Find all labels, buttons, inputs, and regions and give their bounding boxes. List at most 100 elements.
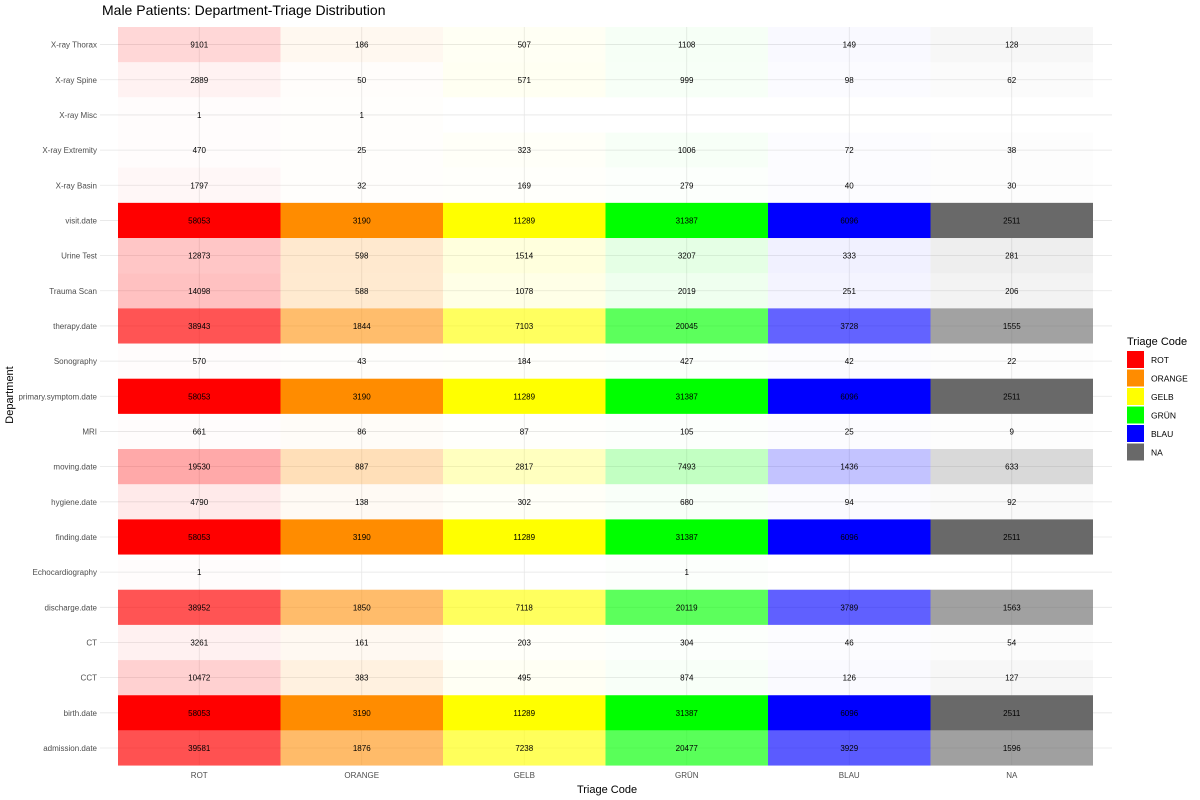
heatmap-cell: [605, 308, 768, 344]
cell-value-label: 9101: [190, 41, 208, 50]
y-axis-title: Department: [4, 366, 16, 423]
cell-value-label: 30: [1007, 181, 1016, 190]
cell-value-label: 94: [845, 498, 854, 507]
heatmap-cell: [280, 624, 443, 661]
cell-value-label: 6096: [840, 216, 858, 225]
cell-value-label: 2019: [678, 287, 696, 296]
heatmap-cell: [930, 378, 1093, 414]
heatmap-cell: [443, 27, 606, 63]
x-tick-labels: ROT ORANGE GELB GRÜN BLAU NA: [191, 771, 1018, 780]
heatmap-cell: [118, 589, 281, 625]
cell-value-label: 1596: [1003, 744, 1021, 753]
heatmap-cell: [443, 273, 606, 309]
legend-key: [1127, 443, 1144, 461]
heatmap-cell: [605, 589, 768, 625]
heatmap-cell: [280, 589, 443, 625]
heatmap-cell: [605, 202, 768, 239]
legend-key: [1127, 351, 1144, 368]
legend-label: NA: [1151, 448, 1163, 458]
legend-label: ROT: [1151, 355, 1169, 365]
cell-value-label: 14098: [188, 287, 211, 296]
heatmap-cell: [280, 378, 443, 414]
cell-value-label: 184: [518, 357, 532, 366]
cell-value-label: 1555: [1003, 322, 1021, 331]
y-tick-label: X-ray Thorax: [51, 41, 97, 50]
cell-value-label: 1006: [678, 146, 696, 155]
x-axis-title: Triage Code: [577, 784, 637, 796]
y-tick-label: visit.date: [65, 216, 97, 225]
heatmap-cell: [118, 449, 281, 485]
y-tick-label: X-ray Extremity: [42, 146, 97, 155]
y-tick-label: X-ray Misc: [59, 111, 97, 120]
cell-value-label: 7103: [515, 322, 533, 331]
cell-value-label: 2511: [1003, 216, 1021, 225]
cell-value-label: 323: [518, 146, 532, 155]
cell-value-label: 598: [355, 252, 369, 261]
cell-value-label: 12873: [188, 252, 211, 261]
cell-value-label: 1876: [353, 744, 371, 753]
cell-value-label: 7118: [516, 603, 534, 612]
x-tick-label: ROT: [191, 771, 208, 780]
cell-value-label: 72: [845, 146, 854, 155]
heatmap-cell: [930, 695, 1093, 731]
cell-value-label: 38: [1007, 146, 1016, 155]
cell-value-label: 3789: [840, 603, 858, 612]
cell-value-label: 22: [1007, 357, 1016, 366]
heatmap-cell: [443, 589, 606, 625]
cell-value-label: 105: [680, 427, 694, 436]
cell-value-label: 25: [357, 146, 366, 155]
heatmap-cell: [118, 273, 281, 309]
y-tick-label: finding.date: [56, 533, 98, 542]
cell-value-label: 169: [518, 181, 532, 190]
x-tick-label: GELB: [514, 771, 535, 780]
legend-label: BLAU: [1151, 429, 1173, 439]
cell-value-label: 3728: [840, 322, 858, 331]
cell-value-label: 251: [843, 287, 857, 296]
cell-value-label: 1514: [515, 252, 533, 261]
cell-value-label: 25: [845, 427, 854, 436]
cell-value-label: 46: [845, 638, 854, 647]
cell-value-label: 40: [845, 181, 854, 190]
heatmap-cell: [930, 202, 1093, 239]
heatmap-cell: [768, 519, 931, 555]
heatmap-cell: [930, 519, 1093, 555]
cell-value-label: 31387: [676, 533, 699, 542]
y-tick-label: Urine Test: [61, 252, 98, 261]
cell-value-label: 1850: [353, 603, 371, 612]
heatmap-cell: [118, 519, 281, 555]
cell-value-label: 7238: [515, 744, 533, 753]
heatmap-cell: [280, 695, 443, 731]
cell-value-label: 128: [1005, 41, 1019, 50]
legend-title: Triage Code: [1127, 336, 1187, 348]
heatmap-cell: [280, 730, 443, 766]
cell-value-label: 87: [520, 427, 529, 436]
heatmap-cell: [443, 62, 606, 98]
cell-value-label: 50: [357, 76, 366, 85]
cell-value-label: 3190: [353, 709, 371, 718]
cell-value-label: 887: [355, 463, 369, 472]
cell-value-label: 571: [518, 76, 532, 85]
cell-value-label: 2511: [1003, 533, 1021, 542]
y-tick-label: discharge.date: [45, 603, 98, 612]
heatmap-cell: [930, 308, 1093, 344]
cell-value-label: 302: [518, 498, 532, 507]
cell-value-label: 6096: [840, 709, 858, 718]
cell-value-label: 43: [357, 357, 366, 366]
heatmap-cell: [443, 378, 606, 414]
heatmap-cell: [768, 730, 931, 766]
heatmap-cell: [443, 730, 606, 766]
heatmap-cell: [118, 62, 281, 98]
heatmap-cell: [118, 238, 281, 274]
cell-value-label: 86: [357, 427, 366, 436]
cell-value-label: 62: [1007, 76, 1016, 85]
y-tick-label: therapy.date: [53, 322, 97, 331]
cell-value-label: 206: [1005, 287, 1019, 296]
heatmap-cell: [768, 589, 931, 625]
cell-value-label: 11289: [513, 709, 535, 718]
cell-value-label: 507: [518, 41, 532, 50]
y-tick-label: Sonography: [54, 357, 97, 366]
legend-label: ORANGE: [1151, 374, 1188, 384]
x-tick-label: GRÜN: [675, 771, 699, 780]
cell-value-label: 874: [680, 674, 694, 683]
cell-value-label: 6096: [840, 392, 858, 401]
